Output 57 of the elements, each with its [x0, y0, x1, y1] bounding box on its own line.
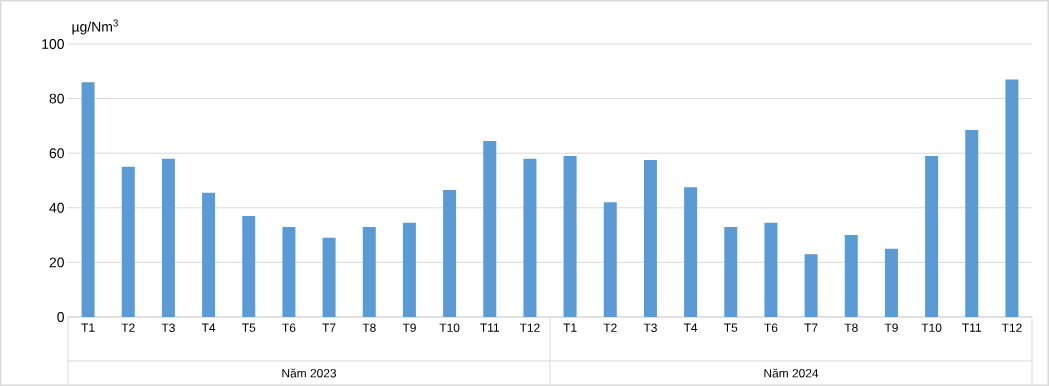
x-tick-label: T4 — [201, 323, 216, 332]
bar — [242, 215, 256, 317]
bar — [844, 235, 858, 317]
y-tick-label: 40 — [49, 202, 64, 213]
bar — [282, 226, 296, 317]
y-tick-label: 20 — [49, 257, 64, 268]
x-tick-label: T1 — [81, 323, 95, 332]
bar — [523, 158, 537, 317]
y-tick-label: 0 — [57, 312, 64, 322]
bar — [884, 248, 898, 317]
y-tick-label: 100 — [42, 39, 64, 49]
text: Năm 2023 — [282, 368, 337, 378]
bar — [202, 192, 216, 317]
bar — [684, 187, 698, 317]
x-tick-label: T12 — [1001, 323, 1022, 332]
x-tick-label: T7 — [322, 323, 336, 332]
x-tick-label: T1 — [563, 323, 577, 332]
bar — [443, 190, 457, 317]
y-tick-label: 80 — [49, 93, 64, 104]
x-tick-label: T2 — [603, 323, 617, 332]
bar — [81, 82, 95, 317]
x-tick-label: T3 — [643, 323, 657, 332]
bar — [121, 166, 135, 317]
x-tick-label: T9 — [884, 323, 898, 332]
bar — [1005, 79, 1019, 317]
bar — [402, 222, 416, 317]
bar — [483, 140, 497, 317]
x-tick-label: T8 — [362, 323, 376, 332]
y-axis-title: µg/Nm$^{3}$ — [72, 19, 118, 35]
x-tick-label: T9 — [402, 323, 416, 332]
bar — [724, 226, 738, 317]
bar — [603, 202, 617, 317]
bar — [804, 254, 818, 317]
bar — [925, 155, 939, 317]
x-tick-label: T4 — [683, 323, 698, 332]
x-tick-label: T3 — [161, 323, 175, 332]
bar — [965, 129, 979, 317]
x-tick-label: T6 — [282, 323, 296, 332]
x-tick-label: T11 — [962, 323, 982, 332]
text: Năm 2024 — [764, 368, 819, 378]
x-tick-label: T12 — [519, 323, 540, 332]
bar — [322, 237, 336, 317]
x-tick-label: T6 — [764, 323, 778, 332]
x-tick-label: T2 — [121, 323, 135, 332]
bar — [764, 222, 778, 317]
x-tick-label: T10 — [921, 323, 942, 332]
bar — [563, 155, 577, 317]
x-tick-label: T7 — [804, 323, 818, 332]
x-tick-label: T5 — [242, 323, 256, 332]
x-tick-label: T11 — [480, 323, 500, 332]
bar — [362, 226, 376, 317]
x-tick-label: T8 — [844, 323, 858, 332]
bar — [643, 160, 657, 317]
y-tick-label: 60 — [49, 148, 64, 159]
x-tick-label: T5 — [724, 323, 738, 332]
bar — [161, 158, 175, 317]
x-tick-label: T10 — [439, 323, 460, 332]
